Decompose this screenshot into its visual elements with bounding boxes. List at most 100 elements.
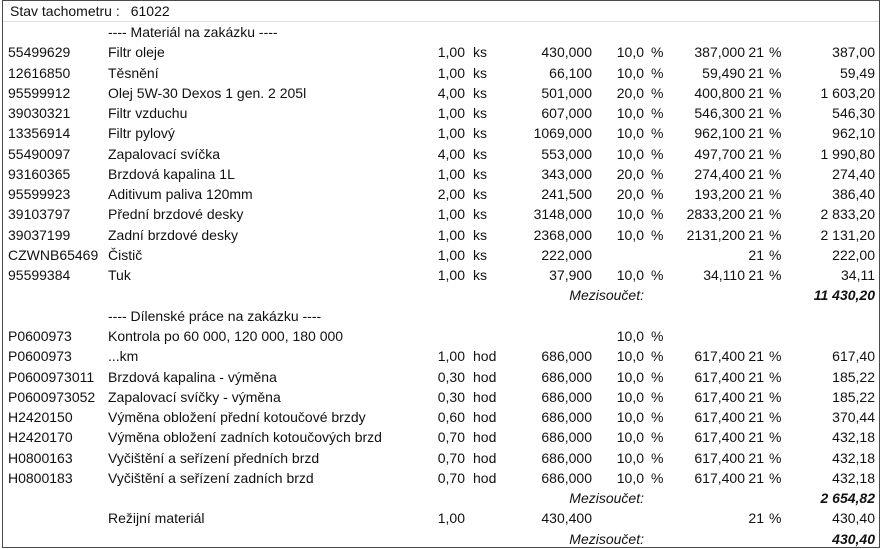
item-quantity: 0,30 — [437, 388, 465, 405]
item-vat-rate: 21 — [748, 409, 764, 426]
item-unit: ks — [473, 145, 487, 162]
subtotal-spacer — [8, 285, 507, 305]
item-unit — [465, 326, 507, 346]
item-code: 93160365 — [8, 165, 71, 182]
section-header-row: ---- Dílenské práce na zakázku ---- — [3, 306, 879, 326]
item-vat-rate: 21 — [748, 267, 764, 284]
table-row: 55499629 Filtr oleje 1,00 ks 430,000 10,… — [3, 42, 879, 62]
item-description: Filtr vzduchu — [108, 105, 188, 122]
item-discount-percent-sign: % — [651, 186, 664, 203]
table-row: 95599384 Tuk 1,00 ks 37,900 10,0 % 34,11… — [3, 265, 879, 285]
item-discount-value: 10,0 — [616, 125, 644, 142]
item-code: H0800183 — [8, 469, 73, 486]
item-vat-percent-sign: % — [769, 84, 782, 101]
item-total: 386,40 — [832, 186, 875, 203]
item-net-price: 617,400 — [694, 368, 745, 385]
item-vat-rate: 21 — [748, 84, 764, 101]
item-unit: ks — [473, 206, 487, 223]
table-row: H0800163 Vyčištění a seřízení předních b… — [3, 448, 879, 468]
item-vat-percent-sign: % — [769, 125, 782, 142]
item-discount-value: 10,0 — [616, 327, 644, 344]
item-total: 387,00 — [832, 44, 875, 61]
item-vat-percent-sign: % — [769, 145, 782, 162]
item-quantity: 1,00 — [437, 348, 465, 365]
item-unit-price: 686,000 — [541, 449, 592, 466]
table-row: P0600973 ...km 1,00 hod 686,000 10,0 % 6… — [3, 346, 879, 366]
odometer-row: Stav tachometru : 61022 — [3, 1, 879, 22]
item-vat-rate: 21 — [748, 206, 764, 223]
item-vat-rate: 21 — [748, 388, 764, 405]
item-discount-percent-sign: % — [651, 348, 664, 365]
item-unit: ks — [473, 105, 487, 122]
item-unit-price: 66,100 — [549, 64, 592, 81]
subtotal-row: Mezisoučet: 430,40 — [3, 529, 879, 549]
item-discount-percent-sign — [644, 245, 670, 265]
item-discount-percent-sign: % — [651, 145, 664, 162]
item-unit: hod — [473, 388, 497, 405]
item-quantity: 0,60 — [437, 409, 465, 426]
item-net-price: 193,200 — [694, 186, 745, 203]
item-description: Výměna obložení přední kotoučové brzdy — [108, 409, 366, 426]
item-description: Vyčištění a seřízení předních brzd — [108, 449, 320, 466]
item-code: H2420150 — [8, 409, 73, 426]
item-total: 185,22 — [832, 368, 875, 385]
table-row: 95599912 Olej 5W-30 Dexos 1 gen. 2 205l … — [3, 83, 879, 103]
item-unit: ks — [473, 186, 487, 203]
item-discount-value: 10,0 — [616, 206, 644, 223]
table-row: H2420170 Výměna obložení zadních kotoučo… — [3, 427, 879, 447]
item-total: 1 990,80 — [820, 145, 876, 162]
item-discount-value: 10,0 — [616, 429, 644, 446]
item-vat-percent-sign: % — [769, 368, 782, 385]
subtotal-gap — [644, 285, 788, 305]
table-row: 39103797 Přední brzdové desky 1,00 ks 31… — [3, 204, 879, 224]
item-description: Olej 5W-30 Dexos 1 gen. 2 205l — [108, 84, 307, 101]
item-vat-rate: 21 — [748, 449, 764, 466]
item-discount-value: 10,0 — [616, 388, 644, 405]
item-net-price: 400,800 — [694, 84, 745, 101]
item-description: Zapalovací svíčka — [108, 145, 221, 162]
subtotal-label: Mezisoučet: — [569, 530, 644, 547]
item-unit: ks — [473, 165, 487, 182]
item-vat-percent-sign: % — [769, 246, 782, 263]
subtotal-value: 11 430,20 — [813, 287, 875, 304]
section-header-spacer — [8, 306, 108, 326]
subtotal-label: Mezisoučet: — [569, 490, 644, 507]
table-row: H0800183 Vyčištění a seřízení zadních br… — [3, 468, 879, 488]
item-total: 370,44 — [832, 409, 875, 426]
subtotal-row: Mezisoučet: 11 430,20 — [3, 285, 879, 305]
subtotal-spacer — [8, 529, 507, 549]
item-total: 1 603,20 — [820, 84, 876, 101]
item-vat-percent-sign: % — [769, 64, 782, 81]
item-code: 95599384 — [8, 267, 71, 284]
item-discount-percent-sign: % — [651, 327, 664, 344]
item-total: 2 131,20 — [820, 226, 876, 243]
item-description: Filtr oleje — [108, 44, 165, 61]
item-net-price: 497,700 — [694, 145, 745, 162]
item-vat-rate: 21 — [748, 125, 764, 142]
item-vat-rate: 21 — [748, 145, 764, 162]
item-vat-rate: 21 — [748, 246, 764, 263]
item-total: 432,18 — [832, 449, 875, 466]
item-quantity: 1,00 — [437, 105, 465, 122]
item-quantity: 1,00 — [437, 206, 465, 223]
table-row: 55490097 Zapalovací svíčka 4,00 ks 553,0… — [3, 144, 879, 164]
item-code: 55499629 — [8, 44, 71, 61]
item-vat-percent-sign — [764, 326, 788, 346]
item-unit-price: 501,000 — [541, 84, 592, 101]
item-code: 95599923 — [8, 186, 71, 203]
item-unit-price: 1069,000 — [533, 125, 592, 142]
item-vat-rate: 21 — [748, 348, 764, 365]
item-total — [788, 326, 875, 346]
item-unit-price: 686,000 — [541, 368, 592, 385]
item-discount-percent-sign: % — [651, 125, 664, 142]
item-unit-price: 2368,000 — [533, 226, 592, 243]
item-code: 39103797 — [8, 206, 71, 223]
item-unit — [465, 508, 507, 528]
item-quantity: 0,70 — [437, 469, 465, 486]
item-vat-rate: 21 — [748, 186, 764, 203]
item-net-price: 617,400 — [694, 429, 745, 446]
item-vat-percent-sign: % — [769, 429, 782, 446]
item-total: 962,10 — [832, 125, 875, 142]
item-quantity: 4,00 — [437, 145, 465, 162]
item-total: 2 833,20 — [820, 206, 876, 223]
